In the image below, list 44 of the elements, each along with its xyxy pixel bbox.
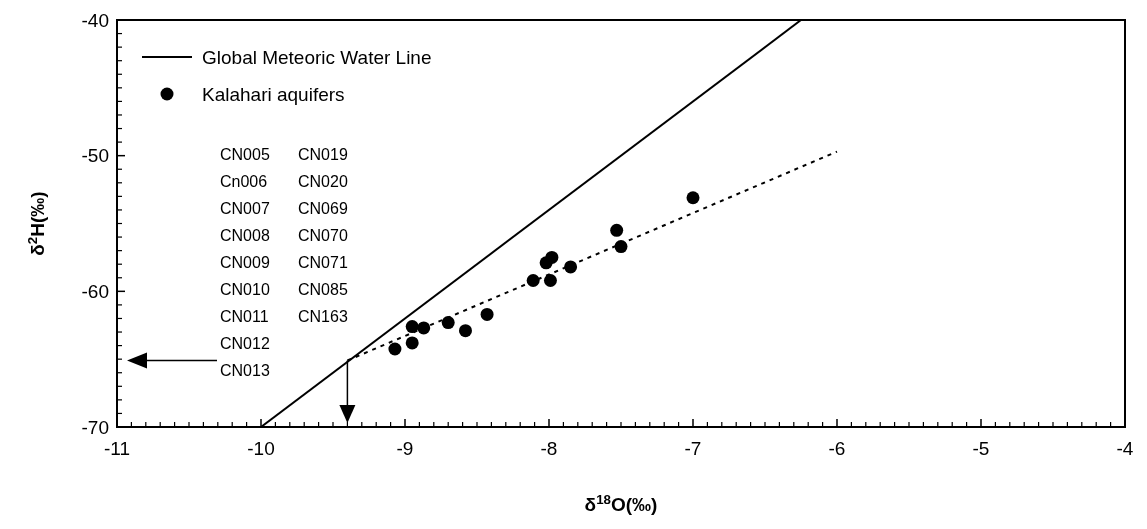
point: [405, 336, 419, 350]
point: [405, 320, 419, 334]
annotation: CN163: [298, 308, 348, 325]
point: [480, 307, 494, 321]
annotation: CN071: [298, 254, 348, 271]
x-tick-label: -9: [396, 438, 414, 459]
point: [417, 321, 431, 335]
y-tick-label: -40: [81, 9, 109, 31]
x-tick-label: -11: [103, 438, 131, 459]
x-tick-label: -7: [684, 438, 702, 459]
annotation: CN007: [220, 200, 270, 217]
annotation: CN010: [220, 281, 270, 298]
annotation: CN085: [298, 281, 348, 298]
y-tick-label: -70: [81, 416, 109, 438]
y-tick-label: -60: [81, 280, 109, 302]
x-tick-label: -6: [828, 438, 846, 459]
annotation: CN009: [220, 254, 270, 271]
annotation: CN005: [220, 146, 270, 163]
x-tick-label: -10: [247, 438, 275, 459]
annotation: CN020: [298, 173, 348, 190]
annotation: CN013: [220, 362, 270, 379]
point: [545, 250, 559, 264]
legend-label: Global Meteoric Water Line: [202, 46, 432, 68]
annotation: CN069: [298, 200, 348, 217]
annotation: CN011: [220, 308, 269, 325]
x-axis-title: δ$^{18}$O(‰): [584, 491, 658, 515]
annotation: Cn006: [220, 173, 268, 190]
point: [686, 191, 700, 205]
annotation: CN070: [298, 227, 348, 244]
x-tick-label: -5: [972, 438, 990, 459]
annotation: CN008: [220, 227, 270, 244]
annotation: CN019: [298, 146, 348, 163]
point: [610, 223, 624, 237]
legend-label: Kalahari aquifers: [202, 83, 345, 105]
point: [441, 316, 455, 330]
point: [526, 273, 540, 287]
point: [543, 273, 557, 287]
x-tick-label: -8: [540, 438, 558, 459]
point: [388, 342, 402, 356]
point: [458, 324, 472, 338]
point: [614, 240, 628, 254]
annotation: CN012: [220, 335, 270, 352]
y-tick-label: -50: [81, 145, 109, 167]
x-tick-label: -4: [1116, 438, 1134, 459]
